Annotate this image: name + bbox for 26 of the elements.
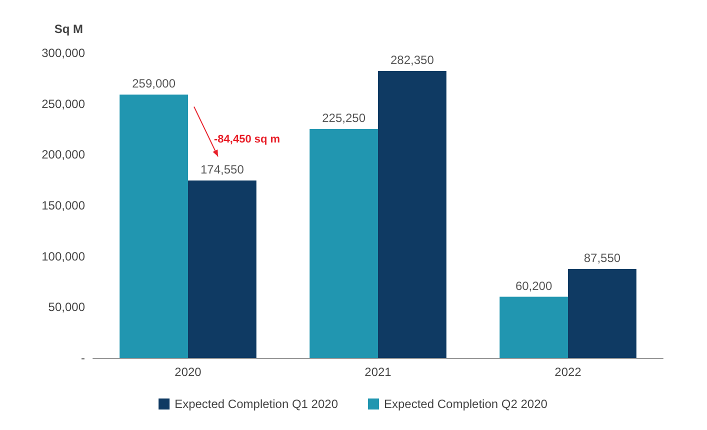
legend-label: Expected Completion Q1 2020 <box>174 397 338 411</box>
bar <box>568 268 636 358</box>
x-tick-label: 2022 <box>554 365 582 379</box>
data-label: 225,250 <box>322 110 366 125</box>
data-label: 282,350 <box>390 52 434 67</box>
y-tick-label: - <box>81 351 85 365</box>
annotation: -84,450 sq m <box>214 133 280 146</box>
y-tick-label: 300,000 <box>42 46 86 60</box>
data-label: 259,000 <box>132 76 176 91</box>
y-axis-title: Sq M <box>54 22 83 36</box>
bar <box>120 94 188 358</box>
y-tick-label: 150,000 <box>42 198 86 212</box>
data-label: 87,550 <box>584 250 621 265</box>
data-label: 174,550 <box>200 162 244 177</box>
x-tick-label: 2020 <box>174 365 202 379</box>
y-tick-label: 200,000 <box>42 148 86 162</box>
bar <box>188 180 256 358</box>
bar <box>310 128 378 358</box>
y-tick-label: 50,000 <box>48 300 86 314</box>
bar <box>378 70 446 358</box>
x-tick-label: 2021 <box>364 365 392 379</box>
y-tick-label: 100,000 <box>42 249 86 264</box>
legend-label: Expected Completion Q2 2020 <box>384 397 548 411</box>
y-tick-label: 250,000 <box>42 96 86 111</box>
bar <box>500 296 568 358</box>
data-label: 60,200 <box>515 278 552 293</box>
